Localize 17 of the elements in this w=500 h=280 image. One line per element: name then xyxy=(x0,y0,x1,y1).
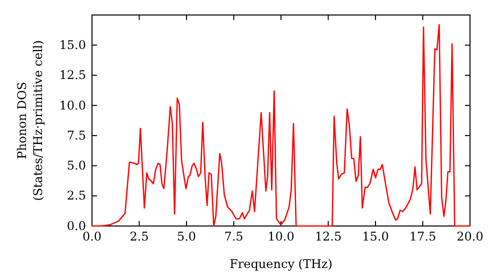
y-tick-label: 5.0 xyxy=(66,158,86,173)
y-tick-label: 12.5 xyxy=(59,68,86,82)
y-tick-label: 10.0 xyxy=(59,98,86,112)
x-tick-label: 2.5 xyxy=(130,230,149,244)
x-tick-label: 10.0 xyxy=(268,230,294,244)
y-axis-title: Phonon DOS (States/THz·primitive cell) xyxy=(15,40,45,201)
x-tick-label: 15.0 xyxy=(362,230,389,244)
x-axis-title: Frequency (THz) xyxy=(230,257,332,271)
x-tick-label: 12.5 xyxy=(314,230,342,244)
y-tick-label: 2.5 xyxy=(66,188,86,203)
y-tick-label: 7.5 xyxy=(66,128,86,142)
x-tick-label: 20.0 xyxy=(456,230,484,244)
y-tick-label: 15.0 xyxy=(59,38,86,52)
line-series xyxy=(91,24,471,227)
x-tick-label: 17.5 xyxy=(409,230,436,244)
x-tick-label: 5.0 xyxy=(176,230,196,244)
x-tick-label: 7.5 xyxy=(224,230,244,244)
